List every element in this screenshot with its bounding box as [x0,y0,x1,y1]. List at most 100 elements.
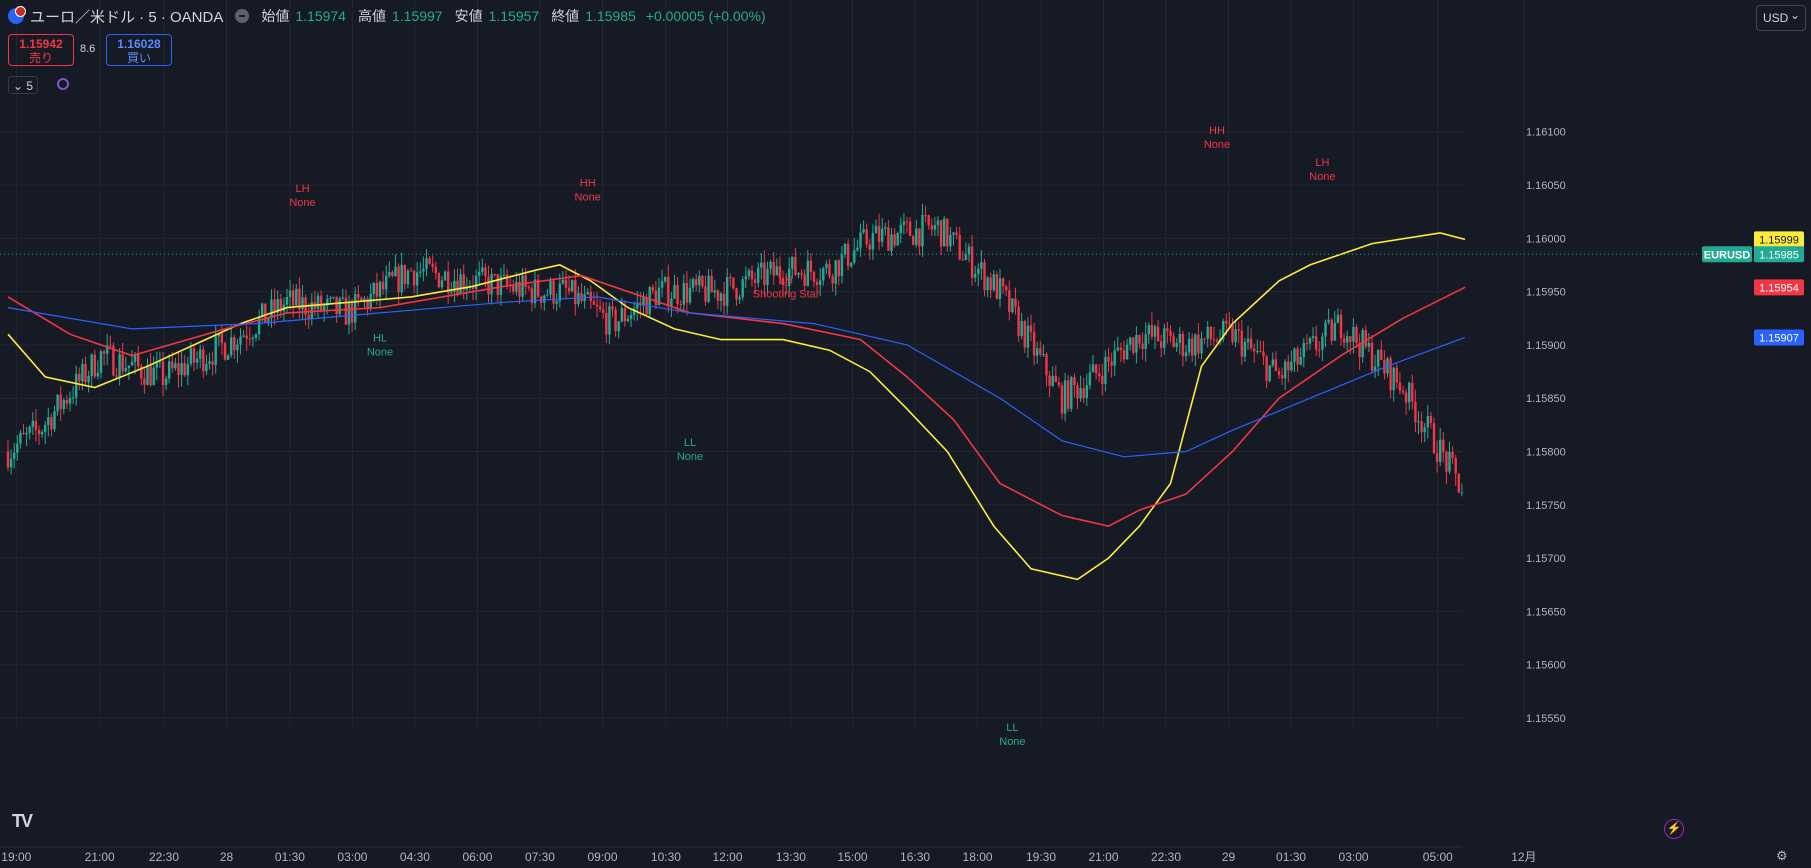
candle-body [161,361,165,385]
lightning-icon[interactable]: ⚡ [1664,819,1684,839]
candle-body [447,271,450,293]
candle-body [1432,423,1436,454]
swing-label-pattern: None [367,347,393,359]
sync-icon[interactable] [57,78,69,90]
swing-label-type: HL [373,333,387,345]
candle-body [939,220,943,247]
candle-body [515,281,518,292]
candle-body [1085,385,1088,398]
candle-body [394,266,397,277]
candle-body [1234,329,1237,343]
candle-body [1017,306,1020,336]
candle-body [1373,366,1377,371]
x-tick-label: 18:00 [963,850,993,864]
buy-button[interactable]: 1.16028 買い [106,34,172,66]
x-tick-label: 12月 [1511,850,1536,864]
candle-body [648,287,651,315]
candle-body [456,280,459,294]
currency-select[interactable]: USD [1756,3,1806,31]
swing-label-type: LH [295,183,309,195]
y-tick-label: 1.15550 [1526,713,1566,725]
x-tick-label: 22:30 [149,850,179,864]
candle-body [1160,341,1163,348]
candle-body [719,293,723,301]
candle-body [1342,338,1346,343]
candle-body [726,276,729,306]
candle-body [121,354,124,372]
candle-body [1076,385,1079,399]
candle-body [93,354,96,377]
candle-body [1023,321,1026,348]
candle-body [242,335,245,337]
candle-body [1020,321,1023,336]
candle-body [679,303,682,305]
candle-body [195,358,199,363]
candle-body [319,295,323,311]
candle-body [837,260,840,277]
candle-body [549,280,552,295]
candle-body [803,274,806,286]
candle-body [431,263,434,267]
settings-gear-icon[interactable]: ⚙ [1776,848,1788,863]
low-value: 1.15957 [488,8,540,24]
candle-body [220,333,224,344]
x-tick-label: 28 [220,850,234,864]
candle-body [1175,342,1178,347]
candle-body [53,411,56,430]
candle-body [140,366,143,379]
collapse-legend-icon[interactable] [235,9,250,23]
candle-body [130,361,134,366]
candle-body [1274,359,1278,372]
candle-body [564,279,568,288]
symbol-tag [1702,246,1752,263]
sell-button[interactable]: 1.15942 売り [8,34,74,66]
candle-body [949,234,952,247]
candle-body [484,267,487,277]
candle-body [918,228,921,247]
candle-body [9,458,13,468]
candle-body [1191,338,1194,356]
candle-body [586,292,589,295]
candle-body [1094,364,1098,374]
tradingview-logo-icon[interactable]: TV [12,811,33,831]
open-label: 始値 [261,8,290,24]
candle-body [124,368,127,372]
candle-body [406,270,410,285]
candle-body [264,303,267,324]
candle-body [608,306,611,335]
candle-body [1404,392,1408,403]
candle-body [261,303,264,317]
candle-body [1039,348,1042,355]
candle-body [840,254,844,277]
candle-body [338,298,341,315]
candle-body [31,420,34,427]
x-tick-label: 10:30 [651,850,681,864]
candle-body [177,363,180,375]
candle-body [716,290,720,301]
symbol-title[interactable]: ユーロ／米ドル · 5 · OANDA [30,8,224,26]
candle-body [1346,336,1349,343]
indicator-toggle[interactable]: ⌄ 5 [8,76,38,94]
candle-body [1237,329,1240,331]
candle-body [1051,375,1054,386]
candle-body [831,276,834,284]
candle-body [986,277,989,290]
candle-body [620,308,623,322]
candle-body [977,268,980,274]
y-tick-label: 1.15700 [1526,553,1566,565]
candle-body [450,291,453,293]
candle-body [1408,382,1411,403]
candle-body [1318,349,1321,351]
candle-body [667,277,670,307]
candle-body [419,271,422,273]
candle-body [974,273,977,278]
candle-body [611,306,614,310]
candle-body [741,279,744,298]
candle-body [1101,375,1104,384]
x-tick-label: 12:00 [713,850,743,864]
candle-body [567,287,571,292]
candle-body [747,270,751,277]
currency-flag-icon [8,6,26,24]
candle-body [701,276,704,287]
